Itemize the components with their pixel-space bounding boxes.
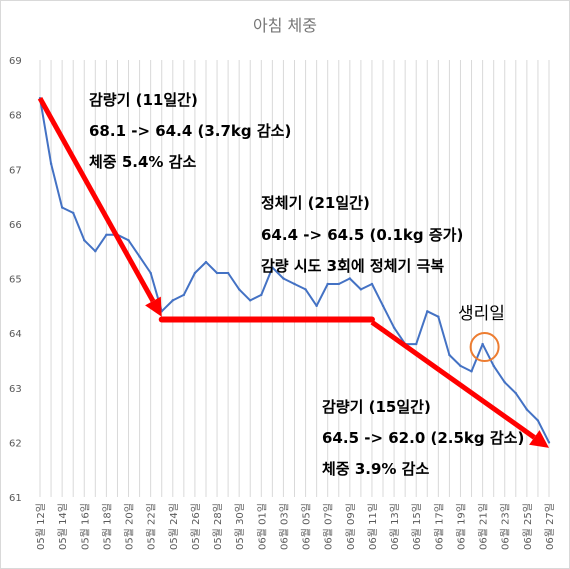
y-tick-label: 66 (9, 220, 22, 231)
x-tick-label: 06월 03일 (278, 503, 290, 550)
y-tick-label: 67 (9, 165, 22, 176)
x-tick-label: 06월 19일 (455, 503, 467, 550)
y-tick-label: 64 (9, 329, 22, 340)
data-point (293, 282, 296, 286)
y-tick-label: 68 (9, 111, 22, 122)
x-tick-label: 05월 30일 (234, 503, 246, 550)
data-point (282, 277, 285, 280)
x-tick-label: 05월 22일 (146, 503, 158, 550)
data-point (193, 271, 197, 275)
x-tick-label: 06월 27일 (544, 503, 556, 550)
data-point (536, 419, 540, 422)
period-label: 생리일 (458, 304, 505, 324)
data-point (547, 441, 551, 444)
data-point (260, 293, 263, 297)
x-tick-label: 06월 25일 (522, 503, 534, 550)
x-tick-label: 06월 05일 (301, 503, 313, 550)
x-tick-label: 06월 21일 (478, 503, 490, 550)
data-point (381, 304, 385, 308)
data-point (49, 162, 53, 165)
data-point (470, 370, 473, 373)
data-point (426, 310, 429, 313)
data-point (437, 315, 440, 318)
data-point (326, 282, 329, 286)
data-point (348, 277, 352, 280)
phase1-title: 감량기 (11일간) (89, 91, 198, 109)
phase3-change: 64.5 -> 62.0 (2.5kg 감소) (322, 429, 524, 447)
data-point (249, 299, 252, 302)
data-point (415, 342, 418, 346)
data-point (525, 408, 529, 411)
period-circle (469, 332, 500, 363)
data-point (392, 326, 396, 329)
data-point (138, 255, 141, 258)
data-point (182, 293, 186, 297)
data-point (359, 288, 363, 291)
phase3-rate: 체중 3.9% 감소 (322, 460, 429, 478)
phase2-change: 64.4 -> 64.5 (0.1kg 증가) (261, 226, 463, 244)
phase3-title: 감량기 (15일간) (322, 398, 431, 416)
data-point (370, 282, 374, 286)
x-tick-label: 05월 14일 (57, 503, 69, 550)
y-tick-label: 62 (9, 438, 22, 449)
x-tick-label: 06월 17일 (433, 503, 445, 550)
y-tick-label: 63 (9, 384, 22, 395)
x-axis-ticks: 05월 12일 05월 14일 05월 16일 05월 18일 05월 20일 05월 2… (35, 503, 556, 550)
x-tick-label: 05월 16일 (79, 503, 91, 550)
data-point (448, 353, 451, 357)
trend-arrows (37, 97, 549, 448)
x-tick-label: 05월 28일 (212, 503, 224, 550)
data-point (226, 271, 230, 275)
y-tick-label: 65 (9, 275, 22, 286)
x-tick-label: 06월 13일 (389, 503, 401, 550)
data-point (492, 364, 495, 368)
x-tick-label: 06월 01일 (256, 503, 268, 550)
data-point (304, 288, 307, 291)
data-point (215, 271, 219, 275)
data-point (71, 211, 75, 215)
data-point (315, 304, 318, 308)
data-point (83, 239, 86, 242)
data-point (271, 266, 274, 269)
gridlines (39, 60, 550, 497)
trend-arrow (37, 97, 162, 317)
data-point (105, 233, 108, 236)
phase1-rate: 체중 5.4% 감소 (89, 153, 196, 171)
data-point (127, 239, 130, 242)
data-point (204, 260, 208, 264)
trend-arrow (370, 320, 549, 448)
x-tick-label: 05월 20일 (124, 503, 136, 550)
phase2-note: 감량 시도 3회에 정체기 극복 (261, 257, 444, 275)
x-tick-label: 05월 18일 (101, 503, 113, 550)
y-tick-label: 61 (9, 493, 22, 504)
x-tick-label: 05월 12일 (35, 503, 47, 550)
data-point (149, 271, 152, 275)
data-point (514, 392, 518, 395)
data-point (503, 381, 506, 384)
x-tick-label: 05월 26일 (190, 503, 202, 550)
x-tick-label: 06월 11일 (367, 503, 379, 550)
data-point (337, 282, 340, 286)
y-tick-label: 69 (9, 56, 22, 67)
x-tick-label: 06월 23일 (500, 503, 512, 550)
phase1-change: 68.1 -> 64.4 (3.7kg 감소) (89, 122, 291, 140)
x-tick-label: 06월 09일 (345, 503, 357, 550)
data-point (237, 288, 241, 291)
y-axis-ticks: 61 62 63 64 65 66 67 68 69 (9, 56, 22, 504)
x-tick-label: 06월 15일 (411, 503, 423, 550)
data-point (171, 299, 174, 302)
data-point (459, 364, 462, 368)
chart-title: 아침 체중 (253, 16, 317, 35)
x-tick-label: 05월 24일 (168, 503, 180, 550)
data-point (481, 342, 484, 346)
phase2-title: 정체기 (21일간) (261, 194, 370, 212)
data-point (94, 249, 97, 253)
data-point (60, 206, 64, 209)
x-tick-label: 06월 07일 (323, 503, 335, 550)
annotations: 감량기 (11일간) 68.1 -> 64.4 (3.7kg 감소) 체중 5.… (89, 91, 524, 478)
